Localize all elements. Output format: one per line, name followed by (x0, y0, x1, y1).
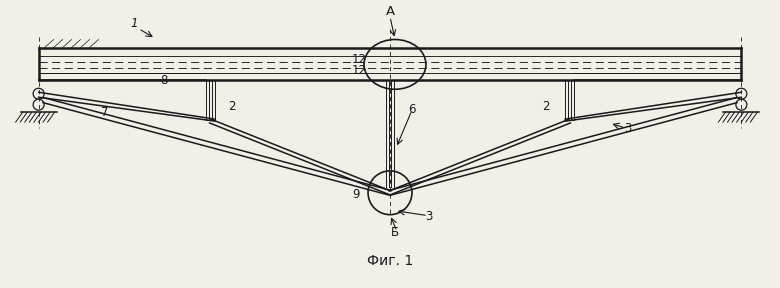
Text: 3: 3 (425, 210, 432, 223)
Text: 7: 7 (101, 106, 108, 119)
Text: А: А (385, 5, 395, 18)
Text: 2: 2 (542, 100, 549, 113)
Text: 2: 2 (229, 100, 236, 113)
Text: Фиг. 1: Фиг. 1 (367, 254, 413, 268)
Text: 9: 9 (352, 188, 360, 201)
Text: 3: 3 (625, 122, 632, 135)
Text: 12: 12 (352, 64, 367, 77)
Text: 6: 6 (408, 103, 416, 116)
Text: 12: 12 (352, 53, 367, 67)
Text: Б: Б (391, 226, 399, 238)
Text: 1: 1 (130, 17, 138, 30)
Text: 8: 8 (161, 74, 168, 87)
